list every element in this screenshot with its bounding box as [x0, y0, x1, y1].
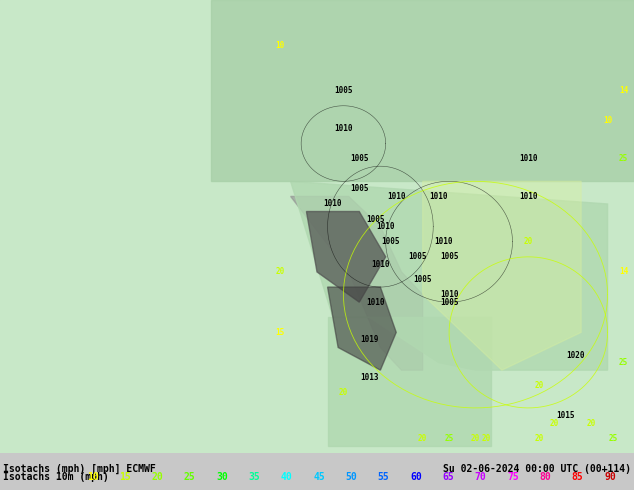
- Text: 1005: 1005: [382, 237, 400, 246]
- Text: 10: 10: [603, 116, 612, 125]
- Polygon shape: [211, 0, 634, 181]
- Polygon shape: [0, 0, 634, 453]
- Text: 25: 25: [184, 472, 195, 482]
- Text: 1010: 1010: [323, 199, 342, 208]
- Text: 14: 14: [619, 86, 628, 95]
- Text: 20: 20: [152, 472, 163, 482]
- Text: 50: 50: [346, 472, 357, 482]
- Text: 60: 60: [410, 472, 422, 482]
- Text: 75: 75: [507, 472, 519, 482]
- Text: 14: 14: [619, 268, 628, 276]
- Polygon shape: [423, 181, 581, 370]
- Text: 20: 20: [339, 388, 348, 397]
- Text: 1005: 1005: [440, 297, 458, 307]
- Polygon shape: [306, 212, 385, 302]
- Text: 1010: 1010: [371, 260, 390, 269]
- Text: 15: 15: [275, 328, 285, 337]
- Text: 25: 25: [608, 434, 618, 442]
- Text: 20: 20: [587, 418, 597, 428]
- Text: 1010: 1010: [519, 192, 538, 201]
- Text: Isotachs 10m (mph): Isotachs 10m (mph): [3, 472, 109, 482]
- Text: 35: 35: [249, 472, 260, 482]
- Text: 1010: 1010: [366, 297, 384, 307]
- Text: 15: 15: [119, 472, 131, 482]
- Text: Isotachs (mph) [mph] ECMWF: Isotachs (mph) [mph] ECMWF: [3, 464, 156, 474]
- Text: 1015: 1015: [556, 411, 574, 420]
- Text: 1005: 1005: [350, 154, 368, 163]
- Text: 90: 90: [604, 472, 616, 482]
- Text: 20: 20: [275, 268, 285, 276]
- Polygon shape: [328, 318, 491, 446]
- Text: 20: 20: [418, 434, 427, 442]
- Text: 1010: 1010: [440, 290, 458, 299]
- Text: 25: 25: [619, 358, 628, 367]
- Text: 10: 10: [275, 41, 285, 50]
- Text: Su 02-06-2024 00:00 UTC (00+114): Su 02-06-2024 00:00 UTC (00+114): [443, 464, 631, 473]
- Text: 1020: 1020: [567, 350, 585, 360]
- Text: 1019: 1019: [361, 336, 379, 344]
- Text: 70: 70: [475, 472, 486, 482]
- Text: 45: 45: [313, 472, 325, 482]
- Text: 20: 20: [550, 418, 559, 428]
- Text: 20: 20: [534, 434, 543, 442]
- Polygon shape: [290, 196, 423, 370]
- Text: 80: 80: [540, 472, 551, 482]
- Text: 1010: 1010: [387, 192, 406, 201]
- Text: 1010: 1010: [519, 154, 538, 163]
- Text: 20: 20: [471, 434, 480, 442]
- Text: 10: 10: [87, 472, 98, 482]
- Text: 65: 65: [443, 472, 454, 482]
- Text: 1005: 1005: [413, 275, 432, 284]
- Text: 1005: 1005: [334, 86, 353, 95]
- Text: 1013: 1013: [361, 373, 379, 382]
- Text: 1010: 1010: [434, 237, 453, 246]
- Text: 1010: 1010: [334, 124, 353, 133]
- Polygon shape: [290, 181, 607, 370]
- Text: 20: 20: [524, 237, 533, 246]
- Text: 25: 25: [619, 154, 628, 163]
- Text: 55: 55: [378, 472, 389, 482]
- Text: 30: 30: [216, 472, 228, 482]
- Text: 40: 40: [281, 472, 292, 482]
- Text: 1005: 1005: [350, 184, 368, 194]
- Text: 1010: 1010: [429, 192, 448, 201]
- Text: 20: 20: [534, 381, 543, 390]
- Polygon shape: [328, 287, 396, 370]
- Text: 20: 20: [481, 434, 491, 442]
- Text: 85: 85: [572, 472, 583, 482]
- Text: 1005: 1005: [440, 252, 458, 261]
- Text: 1005: 1005: [366, 215, 384, 223]
- Text: 25: 25: [444, 434, 454, 442]
- Text: 1005: 1005: [408, 252, 427, 261]
- Text: 1010: 1010: [377, 222, 395, 231]
